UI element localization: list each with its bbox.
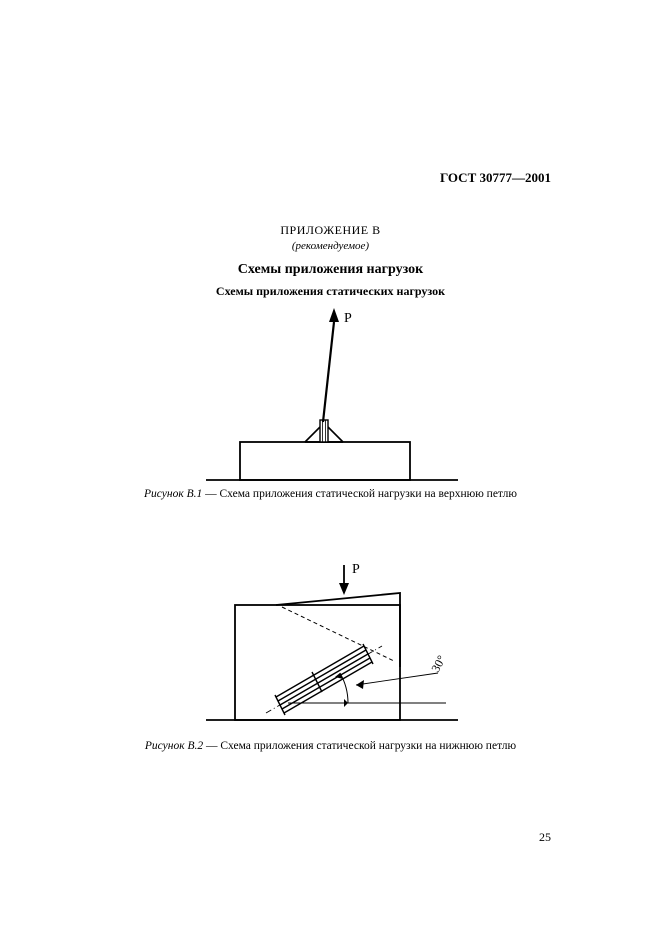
svg-text:P: P <box>352 562 360 577</box>
svg-text:30°: 30° <box>428 653 448 675</box>
figure-b2-caption-label: Рисунок В.2 <box>145 740 203 752</box>
figure-b1-caption-text: — Схема приложения статической нагрузки … <box>202 488 517 500</box>
subsection-title: Схемы приложения статических нагрузок <box>0 284 661 299</box>
figure-b2-caption-text: — Схема приложения статической нагрузки … <box>203 740 516 752</box>
svg-text:P: P <box>344 311 352 326</box>
appendix-label: ПРИЛОЖЕНИЕ В <box>0 223 661 238</box>
figure-b2: 30° P <box>0 545 661 735</box>
appendix-header: ПРИЛОЖЕНИЕ В (рекомендуемое) Схемы прило… <box>0 223 661 299</box>
document-id: ГОСТ 30777—2001 <box>440 170 551 186</box>
figure-b1-caption: Рисунок В.1 — Схема приложения статическ… <box>0 488 661 500</box>
page-number: 25 <box>539 830 551 845</box>
appendix-note: (рекомендуемое) <box>0 240 661 252</box>
figure-b1-caption-label: Рисунок В.1 <box>144 488 202 500</box>
figure-b1: P <box>0 302 661 482</box>
section-title: Схемы приложения нагрузок <box>0 262 661 278</box>
figure-b2-caption: Рисунок В.2 — Схема приложения статическ… <box>0 740 661 752</box>
